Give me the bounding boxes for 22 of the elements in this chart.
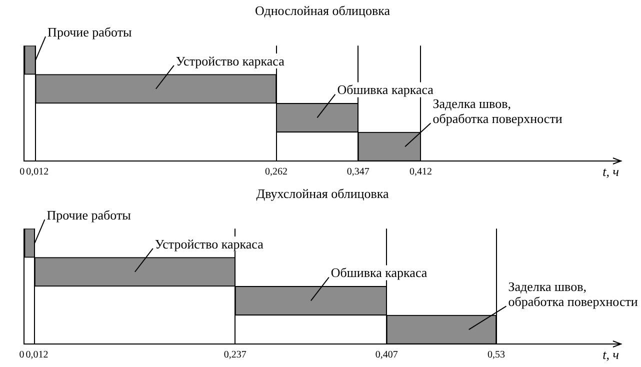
x-axis-title: t, ч: [602, 346, 619, 362]
annotation: Обшивка каркаса: [337, 82, 434, 98]
x-tick-label: 0,012: [26, 350, 48, 361]
x-tick-label: 0: [19, 350, 24, 361]
text: Прочие работы: [46, 208, 132, 223]
x-axis-title: t, ч: [602, 164, 619, 179]
chart-title: Однослойная облицовка: [254, 3, 390, 18]
annotation: Устройство каркаса: [176, 53, 285, 68]
chart-title: Двухслойная облицовка: [256, 186, 390, 202]
x-tick-label: 0,237: [224, 350, 246, 361]
x-tick-label: 0,412: [409, 166, 432, 178]
text: Прочие работы: [48, 24, 132, 40]
x-tick-label: 0,53: [488, 350, 506, 361]
annotation: Заделка швов, обработка поверхности: [508, 279, 638, 310]
x-tick-label: 0,012: [26, 166, 49, 178]
annotation: Устройство каркаса: [154, 236, 264, 252]
x-tick-label: 0,407: [375, 350, 398, 361]
x-tick-label: 0,347: [346, 166, 370, 178]
x-tick-label: 0,262: [265, 166, 288, 178]
annotation: Заделка швов, обработка поверхности: [432, 96, 562, 126]
x-tick-label: 0: [20, 166, 25, 178]
annotation: Обшивка каркаса: [330, 265, 428, 280]
